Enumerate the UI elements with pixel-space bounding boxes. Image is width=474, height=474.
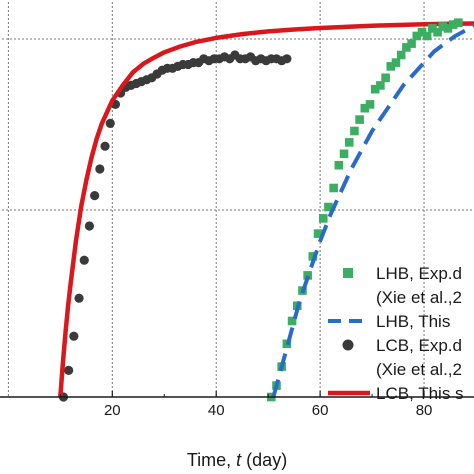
data-point (329, 183, 338, 193)
data-point (84, 221, 95, 231)
data-point (324, 202, 333, 212)
legend-label: LHB, This (376, 312, 450, 331)
plot-area (58, 18, 474, 402)
data-point (313, 229, 323, 238)
x-tick-label: 20 (104, 402, 121, 419)
data-point (100, 141, 110, 151)
data-point (318, 214, 328, 223)
legend-label: (Xie et al.,2 (376, 288, 462, 307)
data-point (454, 18, 463, 27)
grid-lines (0, 0, 474, 397)
x-axis-label: Time, t (day) (187, 450, 287, 470)
data-point (428, 24, 437, 33)
data-point (360, 103, 370, 113)
data-point (448, 20, 458, 29)
data-point (64, 365, 74, 375)
series-line (271, 23, 474, 398)
data-point (105, 118, 115, 128)
data-point (417, 27, 427, 37)
x-tick-label: 40 (208, 402, 225, 419)
legend-label: LHB, Exp.d (376, 264, 462, 283)
data-point (282, 54, 292, 64)
series-line (58, 21, 474, 398)
data-point (350, 126, 359, 136)
data-point (365, 100, 375, 109)
data-point (422, 31, 432, 41)
legend-label: LCB, This s (376, 384, 464, 403)
x-tick-label: 80 (416, 402, 433, 419)
data-point (90, 191, 100, 201)
data-point (381, 73, 390, 83)
data-point (79, 255, 89, 265)
legend-label: LCB, Exp.d (376, 336, 462, 355)
legend: LHB, Exp.d (Xie et al.,2 LHB, This LCB, Exp… (328, 264, 464, 403)
data-point (396, 50, 406, 60)
data-point (443, 24, 453, 33)
data-point (391, 58, 401, 67)
data-point (402, 43, 411, 52)
data-point (287, 316, 297, 326)
data-point (303, 271, 312, 280)
data-point (438, 22, 448, 31)
axes: 20 40 60 80 (0, 391, 474, 419)
data-point (355, 115, 364, 124)
data-point (412, 31, 422, 41)
data-point (344, 138, 354, 147)
data-point (370, 84, 380, 94)
x-tick-label: 60 (312, 402, 329, 419)
data-point (376, 81, 385, 90)
legend-marker (343, 268, 353, 278)
data-point (74, 293, 84, 303)
data-point (407, 39, 416, 48)
data-point (433, 27, 442, 37)
data-point (69, 331, 79, 341)
data-point (386, 62, 396, 71)
data-point (95, 164, 105, 174)
legend-label: (Xie et al.,2 (376, 360, 462, 379)
legend-marker (342, 339, 354, 351)
data-point (339, 149, 349, 159)
data-point (334, 160, 344, 170)
